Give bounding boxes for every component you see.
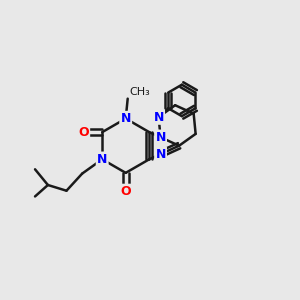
Text: O: O — [120, 185, 131, 198]
Text: N: N — [97, 153, 107, 166]
Text: O: O — [78, 126, 89, 139]
Text: N: N — [153, 111, 164, 124]
Text: N: N — [155, 148, 166, 160]
Text: N: N — [121, 112, 131, 125]
Text: N: N — [155, 131, 166, 144]
Text: CH₃: CH₃ — [129, 87, 150, 97]
